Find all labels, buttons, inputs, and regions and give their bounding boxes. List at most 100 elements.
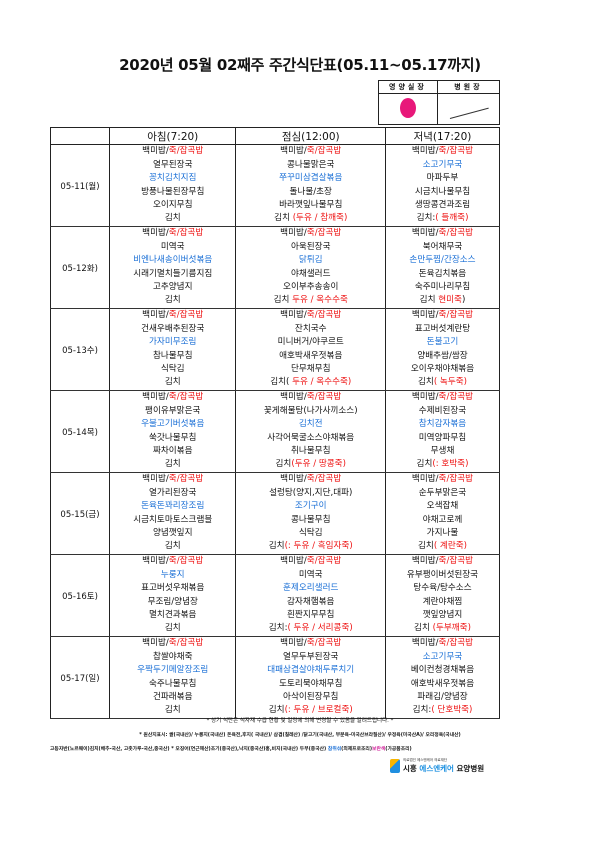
menu-item-text: 백미밥/: [142, 228, 169, 239]
day-row: 05-11(월) 백미밥/죽/잡곡밥 열무된장국 꽁치김치지짐 방풍나물된장무침 오이지무…: [50, 144, 500, 227]
menu-item-text: 죽/잡곡밥: [438, 146, 474, 157]
menu-item-text: 식탁김: [160, 363, 185, 374]
menu-item-text: 오이부추송송이: [283, 281, 339, 292]
menu-item: 김치:( 들깨죽): [386, 212, 499, 225]
meal-cell: 백미밥/죽/잡곡밥 유부팽이버섯된장국 탕수육/탕수소스 계란야채찜 깻잎양념지 김치 (…: [385, 554, 500, 637]
menu-item-text: 숙주미나리무침: [414, 281, 471, 292]
menu-item: 찹쌀야채죽: [110, 651, 235, 664]
menu-item: 김치전: [236, 418, 385, 431]
menu-item: 백미밥/죽/잡곡밥: [110, 391, 235, 404]
logo-subtitle: 의료법인 에스엔케어 의료재단: [403, 758, 448, 762]
menu-item-text: 설렁탕(양지,지단,대파): [269, 487, 353, 498]
date-cell: 05-15(금): [50, 472, 110, 555]
menu-item-text: 김치:: [416, 213, 436, 224]
menu-item: 쭈꾸미삼겹살볶음: [236, 172, 385, 185]
menu-item-text: 훈제오리샐러드: [283, 583, 339, 594]
meal-cell: 백미밥/죽/잡곡밥 찹쌀야채죽 우짝두기메알장조림 숙주나물무침 건파래볶음 김치: [108, 636, 237, 719]
menu-item: 김치( 계란죽): [386, 540, 499, 553]
menu-item-text: 두유 / 옥수수죽): [289, 377, 352, 388]
menu-item: 미역국: [110, 241, 235, 254]
menu-item: 유부팽이버섯된장국: [386, 569, 499, 582]
menu-item: 조기구이: [236, 500, 385, 513]
meal-cell: 백미밥/죽/잡곡밥 잔치국수 미니버거/야쿠르트 애호박새우젓볶음 단무채무침 김치( 두…: [235, 308, 386, 391]
menu-item: 시금치토마토스크램블: [110, 514, 235, 527]
menu-item: 백미밥/죽/잡곡밥: [386, 637, 499, 650]
menu-item: 건파래볶음: [110, 691, 235, 704]
menu-item: 소고기무국: [386, 651, 499, 664]
menu-item-text: 죽/잡곡밥: [168, 310, 204, 321]
logo-text: 요양병원: [453, 764, 485, 773]
menu-item-text: 도토리묵야채무침: [279, 678, 343, 689]
menu-item: 김치 현미죽): [386, 294, 499, 307]
page-title: 2020년 05월 02째주 주간식단표(05.11~05.17까지): [119, 56, 481, 74]
menu-item: 미역국: [236, 569, 385, 582]
menu-item: 대패삼겹살야채두루치기: [236, 664, 385, 677]
menu-item-text: 죽/잡곡밥: [168, 474, 204, 485]
date-cell: 05-16토): [50, 554, 110, 637]
menu-item-text: 계란야채찜: [422, 596, 463, 607]
menu-item-text: 단무채무침: [290, 363, 331, 374]
menu-item-text: 백미밥/: [280, 474, 307, 485]
menu-item-text: 쑥갓나물무침: [149, 432, 197, 443]
menu-item: 김치(두유 / 땅콩죽): [236, 458, 385, 471]
menu-item: 시래기멸치들기름지짐: [110, 268, 235, 281]
meal-cell: 백미밥/죽/잡곡밥 북어채무국 손만두찜/간장소스 돈육김치볶음 숙주미나리무침 김치 현…: [385, 226, 500, 309]
menu-item-text: 팽이유부맑은국: [145, 405, 201, 416]
menu-item-text: 김치:: [268, 623, 288, 634]
menu-item: 양념깻잎지: [110, 527, 235, 540]
menu-item: 백미밥/죽/잡곡밥: [386, 227, 499, 240]
menu-item-text: 백미밥/: [280, 310, 307, 321]
menu-item-text: 백미밥/: [411, 638, 439, 649]
menu-item-text: 우짝두기메알장조림: [137, 665, 209, 676]
menu-item: 흰짠지무무침: [236, 609, 385, 622]
menu-item-text: 찹쌀야채죽: [152, 651, 193, 662]
menu-item-text: 김치: [419, 295, 439, 306]
menu-item-text: 유부팽이버섯된장국: [406, 569, 479, 580]
menu-item: 열무된장국: [110, 159, 235, 172]
menu-item-text: 백미밥/: [280, 556, 307, 567]
menu-item: 백미밥/죽/잡곡밥: [110, 473, 235, 486]
menu-item-text: 탕수육/탕수소스: [413, 583, 472, 594]
menu-item: 바라깻잎나물무침: [236, 199, 385, 212]
column-header: 아침(7:20): [108, 127, 237, 145]
menu-item-text: 죽/잡곡밥: [306, 556, 342, 567]
menu-item-text: 김치: [418, 377, 434, 388]
menu-item-text: 돈불고기: [426, 337, 459, 348]
menu-item-text: 숙주나물무침: [149, 678, 197, 689]
menu-item-text: 시금치나물무침: [414, 186, 471, 197]
menu-item: 수제비된장국: [386, 405, 499, 418]
menu-item-text: 열무두부된장국: [283, 651, 339, 662]
menu-item: 김치( 두유 / 옥수수죽): [236, 376, 385, 389]
date-cell: 05-14목): [50, 390, 110, 473]
origin-info-1: * 원산지표시: 쌀(국내산)/ 누룽지(국내산) 돈육전,후지( 국내산)/ …: [139, 733, 461, 738]
menu-item-text: 오이지무침: [152, 199, 193, 210]
menu-item: 김치(: 호박죽): [386, 458, 499, 471]
meal-cell: 백미밥/죽/잡곡밥 미역국 훈제오리샐러드 감자채햄볶음 흰짠지무무침 김치:( 두유 /…: [235, 554, 386, 637]
menu-item-text: 파래김/양념장: [417, 691, 468, 702]
menu-item-text: 김치: [164, 213, 181, 224]
menu-item-text: 백미밥/: [142, 146, 169, 157]
menu-item-text: 백미밥/: [280, 392, 307, 403]
menu-item: 열가리된장국: [110, 487, 235, 500]
menu-item: 돈불고기: [386, 336, 499, 349]
menu-item-text: 죽/잡곡밥: [168, 146, 204, 157]
menu-item-text: 김치(: [270, 377, 290, 388]
menu-item-text: 죽/잡곡밥: [438, 392, 474, 403]
menu-item: 시금치나물무침: [386, 186, 499, 199]
menu-item: 훈제오리샐러드: [236, 582, 385, 595]
menu-item-text: 순두부맑은국: [418, 487, 467, 498]
menu-item: 김치 (두유 / 참깨죽): [236, 212, 385, 225]
menu-item-text: 백미밥/: [280, 228, 307, 239]
menu-item-text: 식탁김: [298, 527, 323, 538]
menu-item: 손만두찜/간장소스: [386, 254, 499, 267]
menu-item-text: 꽁치김치지짐: [149, 173, 197, 184]
seal-stamp: [399, 98, 416, 118]
menu-item-text: 짜차이볶음: [152, 445, 193, 456]
menu-item: 미니버거/야쿠르트: [236, 336, 385, 349]
menu-item: 표고버섯우채볶음: [110, 582, 235, 595]
menu-item: 탕수육/탕수소스: [386, 582, 499, 595]
day-row: 05-15(금) 백미밥/죽/잡곡밥 열가리된장국 돈육돈꽈리장조림 시금치토마토스크램…: [50, 472, 500, 555]
menu-item: 숙주미나리무침: [386, 281, 499, 294]
menu-item-text: 백미밥/: [411, 146, 439, 157]
menu-item-text: 김치: [164, 459, 181, 470]
